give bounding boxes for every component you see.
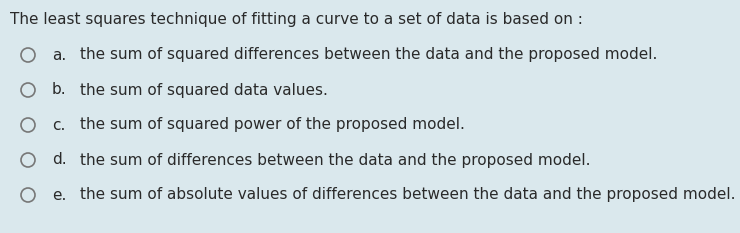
Text: d.: d. xyxy=(52,153,67,168)
Text: e.: e. xyxy=(52,188,67,202)
Text: the sum of differences between the data and the proposed model.: the sum of differences between the data … xyxy=(80,153,591,168)
Text: The least squares technique of fitting a curve to a set of data is based on :: The least squares technique of fitting a… xyxy=(10,12,583,27)
Text: c.: c. xyxy=(52,117,65,133)
Text: b.: b. xyxy=(52,82,67,97)
Text: a.: a. xyxy=(52,48,67,62)
Text: the sum of squared data values.: the sum of squared data values. xyxy=(80,82,328,97)
Text: the sum of squared differences between the data and the proposed model.: the sum of squared differences between t… xyxy=(80,48,657,62)
Text: the sum of squared power of the proposed model.: the sum of squared power of the proposed… xyxy=(80,117,465,133)
Text: the sum of absolute values of differences between the data and the proposed mode: the sum of absolute values of difference… xyxy=(80,188,736,202)
